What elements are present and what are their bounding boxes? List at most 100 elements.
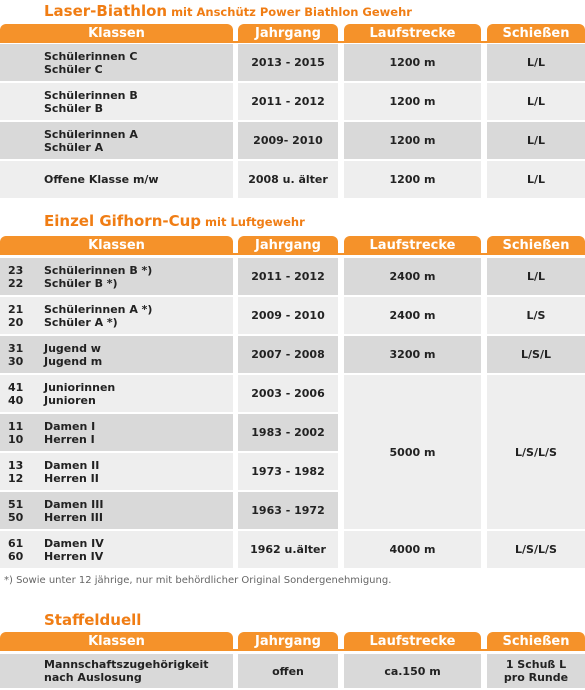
text-line: Herren II [44, 471, 99, 485]
text-line: 61 [8, 536, 24, 550]
table-cell: 1200 m [344, 44, 481, 81]
column-header: Klassen [0, 24, 233, 43]
table-cell: 61 60 Damen IV Herren IV [0, 531, 233, 568]
text-lines: 51 50 [8, 498, 23, 524]
column-header: Jahrgang [238, 24, 338, 43]
laufstrecke: 3200 m [389, 348, 436, 361]
column-header: Laufstrecke [344, 632, 481, 651]
text-lines: Damen II Herren II [44, 459, 99, 485]
table-cell: 2008 u. älter [238, 161, 338, 198]
text-line: Schüler B *) [44, 276, 118, 290]
text-line: Schüler A [44, 140, 104, 154]
text-lines: 61 60 [8, 537, 23, 563]
text-line: L/S/L/S [515, 543, 557, 556]
table-cell: 2011 - 2012 [238, 83, 338, 120]
table-cell: L/S [487, 297, 585, 334]
text-line: 10 [8, 432, 24, 446]
jahrgang: 1973 - 1982 [251, 465, 325, 478]
table-cell: L/L [487, 258, 585, 295]
column-header: Schießen [487, 236, 585, 255]
table-cell: 1973 - 1982 [238, 453, 338, 490]
title-main: Staffelduell [44, 611, 142, 629]
table-cell: L/S/L/S [487, 375, 585, 529]
text-line: pro Runde [503, 671, 569, 684]
table-cell: 2009- 2010 [238, 122, 338, 159]
table-cell: 1200 m [344, 83, 481, 120]
text-lines: Juniorinnen Junioren [44, 381, 115, 407]
text-lines: Mannschaftszugehörigkeit nach Auslosung [44, 658, 208, 684]
text-line: L/L [526, 173, 546, 186]
text-lines: L/S [527, 309, 546, 322]
table-cell: 2009 - 2010 [238, 297, 338, 334]
table-cell: 2007 - 2008 [238, 336, 338, 373]
text-line: Schülerinnen C [44, 49, 138, 63]
table-cell: Schülerinnen C Schüler C [0, 44, 233, 81]
text-line: nach Auslosung [44, 671, 142, 684]
text-line: Schüler B [44, 101, 103, 115]
table-cell: 1962 u.älter [238, 531, 338, 568]
table-cell: 4000 m [344, 531, 481, 568]
text-line: 51 [8, 497, 24, 511]
laufstrecke: 2400 m [389, 270, 436, 283]
text-lines: Schülerinnen A Schüler A [44, 128, 138, 154]
jahrgang: 2008 u. älter [248, 173, 328, 186]
text-lines: L/S/L/S [515, 446, 557, 459]
text-line: Schülerinnen B [44, 88, 138, 102]
table-cell: Schülerinnen B Schüler B [0, 83, 233, 120]
section-title: Einzel Gifhorn-Cup mit Luftgewehr [44, 212, 305, 230]
jahrgang: 2003 - 2006 [251, 387, 325, 400]
text-line: 31 [8, 341, 24, 355]
text-lines: 11 10 [8, 420, 23, 446]
title-main: Laser-Biathlon [44, 2, 168, 20]
table-cell: Schülerinnen A Schüler A [0, 122, 233, 159]
text-lines: L/L [527, 173, 545, 186]
text-lines: 41 40 [8, 381, 23, 407]
text-lines: Schülerinnen B *) Schüler B *) [44, 264, 152, 290]
text-lines: L/L [527, 95, 545, 108]
text-lines: 23 22 [8, 264, 23, 290]
laufstrecke: 1200 m [389, 134, 436, 147]
table-cell: offen [238, 654, 338, 688]
column-header: Schießen [487, 632, 585, 651]
column-header: Klassen [0, 632, 233, 651]
table-cell: 1200 m [344, 122, 481, 159]
table-cell: L/L [487, 44, 585, 81]
text-line: 11 [8, 419, 24, 433]
table-cell: 21 20 Schülerinnen A *) Schüler A *) [0, 297, 233, 334]
section-title: Laser-Biathlon mit Anschütz Power Biathlo… [44, 2, 412, 20]
laufstrecke: 4000 m [389, 543, 436, 556]
table-cell: L/S/L [487, 336, 585, 373]
jahrgang: 2007 - 2008 [251, 348, 325, 361]
text-line: L/L [526, 134, 546, 147]
laufstrecke: 5000 m [389, 445, 436, 459]
text-line: Jugend w [44, 341, 101, 355]
laufstrecke: 1200 m [389, 56, 436, 69]
text-lines: Damen IV Herren IV [44, 537, 104, 563]
table-cell: L/L [487, 83, 585, 120]
text-lines: Damen I Herren I [44, 420, 95, 446]
column-header: Jahrgang [238, 236, 338, 255]
text-line: Schülerinnen A [44, 127, 138, 141]
text-line: Schüler A *) [44, 315, 118, 329]
table-cell: 13 12 Damen II Herren II [0, 453, 233, 490]
title-sub: mit Luftgewehr [205, 215, 305, 229]
table-cell: 2400 m [344, 258, 481, 295]
title-main: Einzel Gifhorn-Cup [44, 212, 202, 230]
table-cell: 2003 - 2006 [238, 375, 338, 412]
text-line: 50 [8, 510, 24, 524]
text-line: Damen II [44, 458, 100, 472]
laufstrecke: 1200 m [389, 95, 436, 108]
table-cell: Offene Klasse m/w [0, 161, 233, 198]
text-line: L/S/L/S [515, 445, 557, 459]
table-cell: 31 30 Jugend w Jugend m [0, 336, 233, 373]
text-lines: Schülerinnen B Schüler B [44, 89, 138, 115]
column-header: Jahrgang [238, 632, 338, 651]
text-lines: L/S/L [521, 348, 551, 361]
text-line: L/S/L [521, 348, 551, 361]
text-line: 12 [8, 471, 24, 485]
table-cell: 51 50 Damen III Herren III [0, 492, 233, 529]
table-cell: 2013 - 2015 [238, 44, 338, 81]
text-line: L/L [526, 56, 546, 69]
